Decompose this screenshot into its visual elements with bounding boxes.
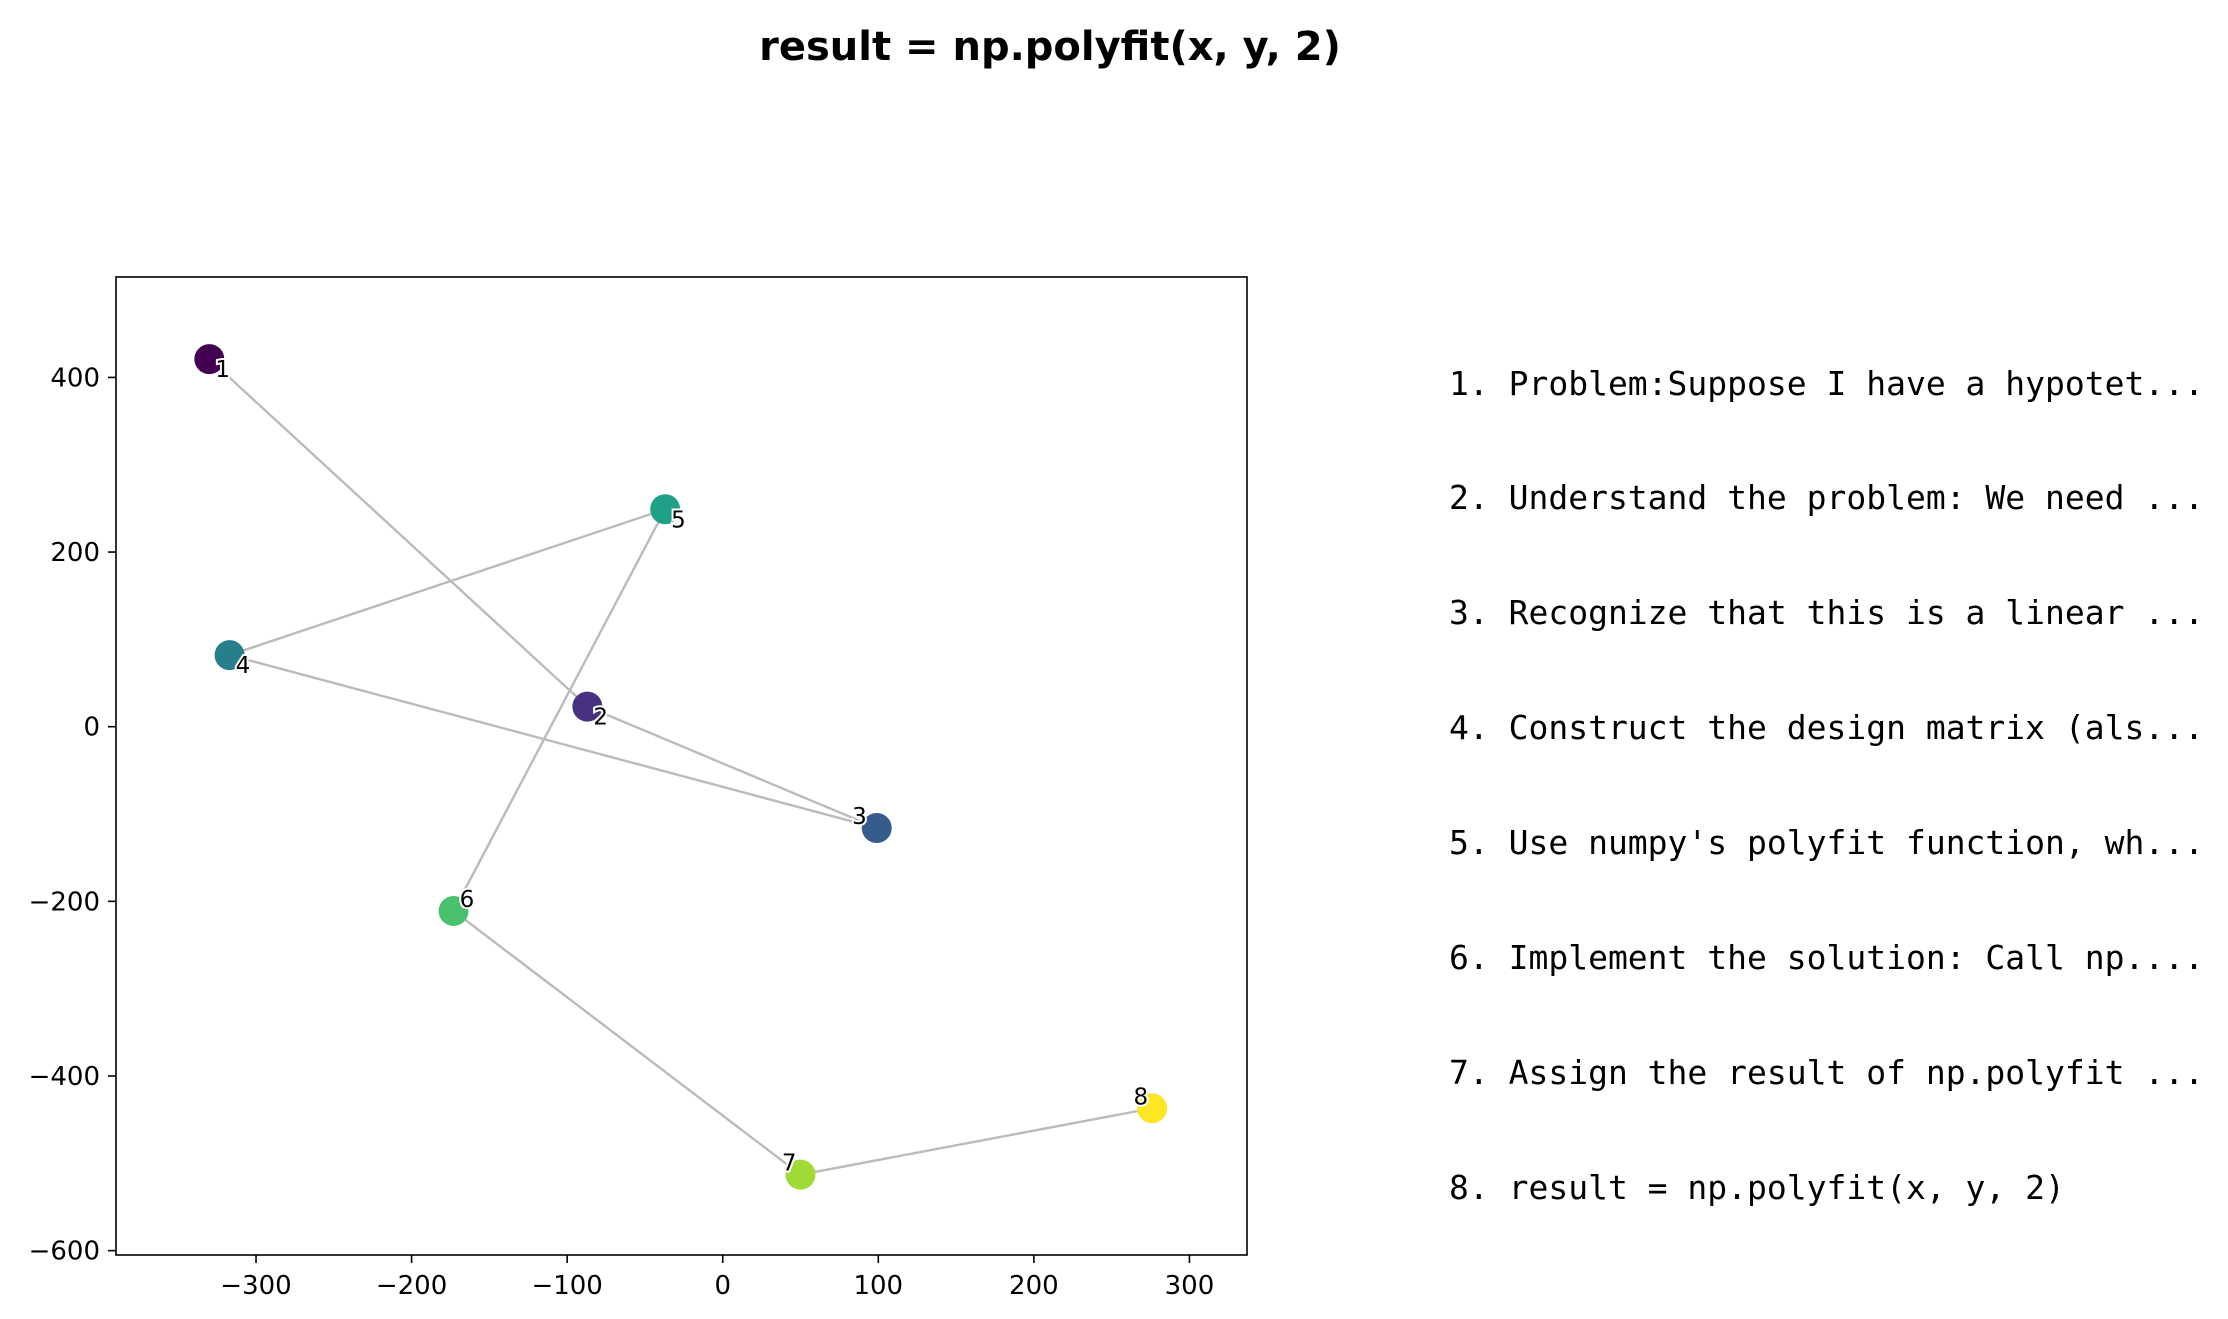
data-point xyxy=(861,812,892,843)
x-tick-label: 0 xyxy=(714,1271,731,1301)
data-points xyxy=(194,344,1168,1190)
x-axis: −300 −200 −100 0 100 200 300 xyxy=(220,1255,1214,1301)
point-labels: 1 2 3 4 5 6 7 8 xyxy=(213,355,1150,1179)
step-item: 1. Problem:Suppose I have a hypotet... xyxy=(1449,363,2204,403)
x-tick-label: −100 xyxy=(531,1271,602,1301)
step-item: 4. Construct the design matrix (als... xyxy=(1449,708,2204,748)
connector-line xyxy=(452,909,802,1176)
y-tick-label: 200 xyxy=(50,538,100,568)
step-item: 6. Implement the solution: Call np.... xyxy=(1449,938,2204,978)
connector-line xyxy=(208,358,589,708)
data-point xyxy=(1137,1093,1168,1124)
x-tick-label: 300 xyxy=(1165,1271,1215,1301)
point-label: 6 xyxy=(460,887,475,913)
y-tick-label: 0 xyxy=(83,713,100,743)
x-tick-label: −300 xyxy=(220,1271,291,1301)
step-item: 3. Recognize that this is a linear ... xyxy=(1449,593,2204,633)
steps-list: 1. Problem:Suppose I have a hypotet... 2… xyxy=(1449,288,2204,1245)
data-point xyxy=(214,640,245,671)
chart-title: result = np.polyfit(x, y, 2) xyxy=(759,24,1341,70)
connector-line xyxy=(229,653,878,830)
point-label: 5 xyxy=(671,507,686,533)
point-label: 7 xyxy=(782,1151,797,1177)
connector-line xyxy=(800,1107,1153,1176)
step-item: 7. Assign the result of np.polyfit ... xyxy=(1449,1052,2204,1092)
data-point xyxy=(194,344,225,375)
data-point xyxy=(438,895,469,926)
y-tick-label: −200 xyxy=(29,887,100,917)
data-point xyxy=(650,494,681,525)
connector-lines xyxy=(208,358,1153,1176)
point-label: 2 xyxy=(593,705,608,731)
step-item: 2. Understand the problem: We need ... xyxy=(1449,478,2204,518)
connector-line xyxy=(229,508,666,657)
y-tick-label: −400 xyxy=(29,1062,100,1092)
point-label: 1 xyxy=(215,357,230,383)
point-label: 4 xyxy=(236,653,251,679)
x-tick-label: 100 xyxy=(853,1271,903,1301)
data-point xyxy=(785,1159,816,1190)
y-tick-label: −600 xyxy=(29,1237,100,1267)
y-axis: −600 −400 −200 0 200 400 xyxy=(29,363,116,1267)
point-label: 3 xyxy=(852,804,867,830)
connector-line xyxy=(452,508,667,912)
step-item: 8. result = np.polyfit(x, y, 2) xyxy=(1449,1167,2065,1207)
y-tick-label: 400 xyxy=(50,363,100,393)
plot-frame xyxy=(115,276,1248,1256)
x-tick-label: −200 xyxy=(376,1271,447,1301)
x-tick-label: 200 xyxy=(1009,1271,1059,1301)
point-label: 8 xyxy=(1133,1084,1148,1110)
data-point xyxy=(572,691,603,722)
connector-line xyxy=(586,705,878,830)
step-item: 5. Use numpy's polyfit function, wh... xyxy=(1449,823,2204,863)
